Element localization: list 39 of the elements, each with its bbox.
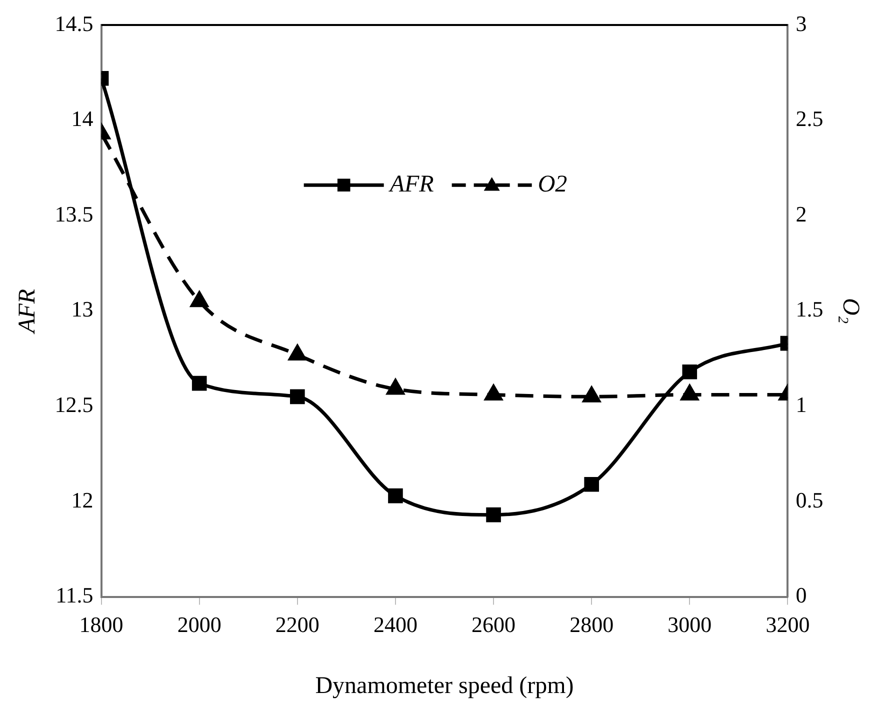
legend-label: AFR	[388, 171, 434, 198]
y2-tick-label: 1.5	[796, 296, 824, 322]
y-tick-label: 12	[71, 487, 94, 512]
y2-tick-label: 0.5	[796, 487, 824, 512]
point	[386, 379, 404, 395]
y2-tick-label: 1	[796, 392, 807, 417]
point	[682, 364, 698, 380]
point	[484, 385, 502, 401]
y-tick-label: 13.5	[54, 201, 94, 226]
y-tick-label: 11.5	[56, 582, 94, 608]
point	[190, 292, 208, 308]
y-tick-label: 12.5	[54, 392, 94, 417]
y-axis-title: AFR	[14, 288, 41, 335]
point	[680, 385, 698, 401]
y2-axis-title: O₂	[837, 298, 864, 324]
point	[582, 386, 600, 402]
y-tick-label: 14	[71, 106, 94, 132]
y-tick-label: 14.5	[54, 10, 94, 36]
x-tick-label: 2400	[373, 612, 418, 637]
x-tick-label: 2800	[570, 612, 614, 637]
point	[388, 488, 403, 504]
point	[486, 507, 501, 522]
x-tick-label: 1800	[79, 612, 124, 637]
x-tick-label: 3000	[668, 612, 712, 637]
y2-tick-label: 3	[796, 10, 807, 36]
x-tick-label: 2600	[472, 612, 516, 637]
point	[584, 476, 599, 492]
point	[192, 376, 207, 391]
y-tick-label: 13	[71, 296, 94, 322]
x-tick-label: 3200	[766, 612, 810, 637]
y2-tick-label: 2.5	[796, 106, 824, 132]
x-tick-label: 2200	[275, 612, 320, 637]
x-tick-label: 2000	[177, 612, 222, 637]
x-axis-title: Dynamometer speed (rpm)	[315, 672, 574, 699]
point	[288, 344, 306, 360]
y2-tick-label: 2	[796, 201, 807, 226]
legend-label: O2	[538, 171, 568, 198]
point	[290, 389, 305, 404]
y2-tick-label: 0	[796, 582, 807, 608]
